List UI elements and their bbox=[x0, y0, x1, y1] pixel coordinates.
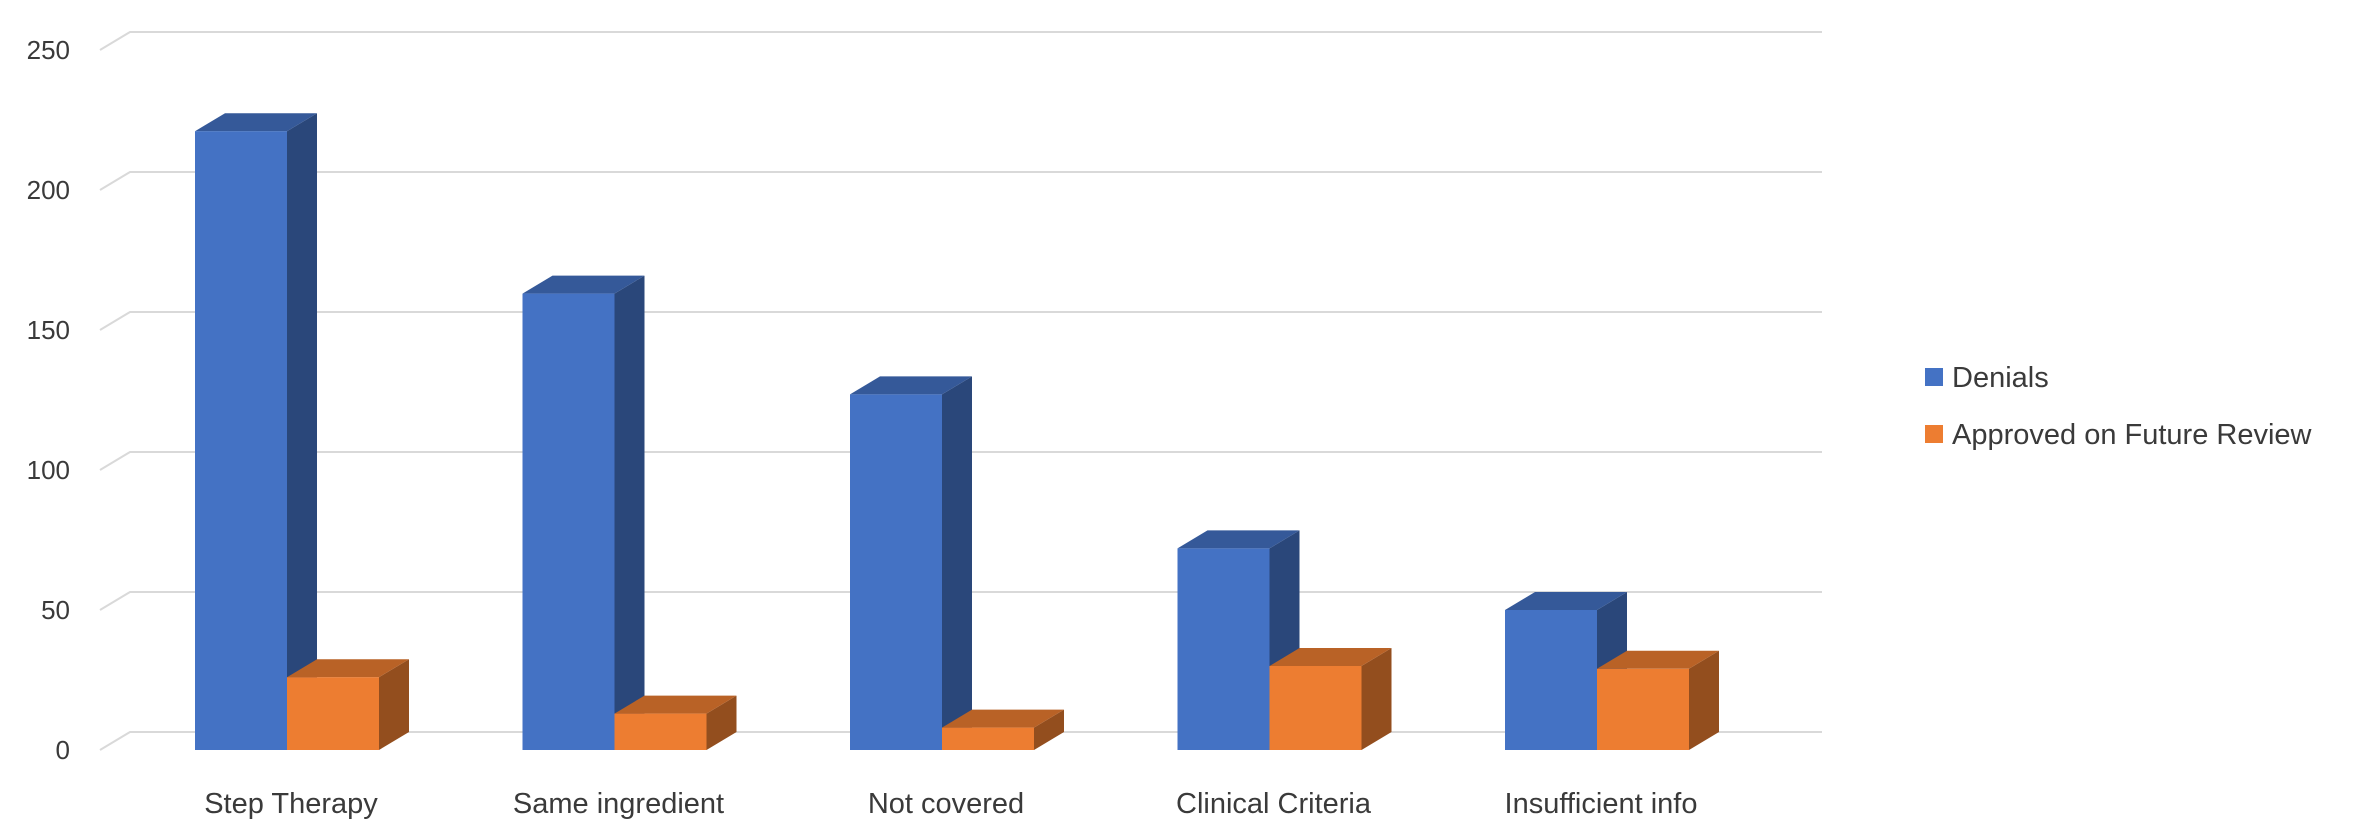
legend-label: Denials bbox=[1952, 362, 2049, 394]
bar-front bbox=[287, 677, 379, 750]
bar-denials-1 bbox=[195, 113, 317, 750]
bar-front bbox=[614, 713, 707, 750]
bar-top bbox=[195, 113, 317, 132]
bar-denials-3 bbox=[850, 376, 972, 750]
bar-side bbox=[287, 113, 317, 750]
bar-denials-2 bbox=[522, 275, 645, 750]
legend-swatch bbox=[1925, 368, 1943, 386]
bar-front bbox=[522, 293, 615, 750]
bar-approved-1 bbox=[287, 659, 409, 750]
bar-top bbox=[1177, 530, 1300, 549]
bar-top bbox=[1269, 648, 1392, 666]
y-tick-label: 50 bbox=[41, 595, 70, 625]
gridline-100 bbox=[99, 451, 1822, 471]
gridline-250 bbox=[99, 31, 1822, 51]
bar-front bbox=[1269, 666, 1362, 750]
legend-swatch bbox=[1925, 425, 1943, 443]
bar-front bbox=[942, 727, 1034, 750]
x-tick-label: Insufficient info bbox=[1505, 788, 1698, 820]
bar-front bbox=[850, 394, 942, 750]
bar-front bbox=[1177, 548, 1270, 750]
bar-front bbox=[1597, 668, 1689, 750]
y-tick-label: 0 bbox=[56, 735, 70, 765]
bar-side bbox=[1361, 648, 1392, 750]
bar-side bbox=[1034, 709, 1064, 750]
x-axis: Step Therapy Same ingredient Not covered Cl… bbox=[204, 788, 1697, 820]
bar-side bbox=[1689, 650, 1719, 750]
bar-top bbox=[1597, 650, 1719, 669]
bar-top bbox=[1505, 592, 1627, 610]
bar-side bbox=[379, 659, 409, 750]
bar-approved-3 bbox=[942, 709, 1064, 750]
x-tick-label: Clinical Criteria bbox=[1176, 788, 1372, 820]
bar-approved-5 bbox=[1597, 650, 1719, 750]
y-tick-label: 100 bbox=[27, 455, 70, 485]
bar-top bbox=[942, 709, 1064, 728]
y-tick-label: 200 bbox=[27, 175, 70, 205]
bar-front bbox=[195, 131, 287, 750]
x-tick-label: Not covered bbox=[868, 788, 1024, 820]
bars bbox=[195, 113, 1719, 750]
gridline-200 bbox=[99, 171, 1822, 191]
bar-top bbox=[522, 275, 645, 294]
bar-approved-2 bbox=[614, 695, 737, 750]
bar-front bbox=[1505, 610, 1597, 750]
legend-label: Approved on Future Review bbox=[1952, 419, 2313, 451]
bar-side bbox=[942, 376, 972, 750]
bar-side bbox=[614, 275, 645, 750]
bar-approved-4 bbox=[1269, 648, 1392, 750]
bar-top bbox=[287, 659, 409, 678]
legend: Denials Approved on Future Review bbox=[1925, 362, 2313, 451]
y-axis: 0 50 100 150 200 250 bbox=[27, 35, 70, 765]
bar-top bbox=[614, 695, 737, 714]
y-tick-label: 150 bbox=[27, 315, 70, 345]
bar-top bbox=[850, 376, 972, 395]
x-tick-label: Same ingredient bbox=[513, 788, 724, 820]
x-tick-label: Step Therapy bbox=[204, 788, 378, 820]
y-tick-label: 250 bbox=[27, 35, 70, 65]
gridline-150 bbox=[99, 311, 1822, 331]
bar-side bbox=[706, 695, 737, 750]
